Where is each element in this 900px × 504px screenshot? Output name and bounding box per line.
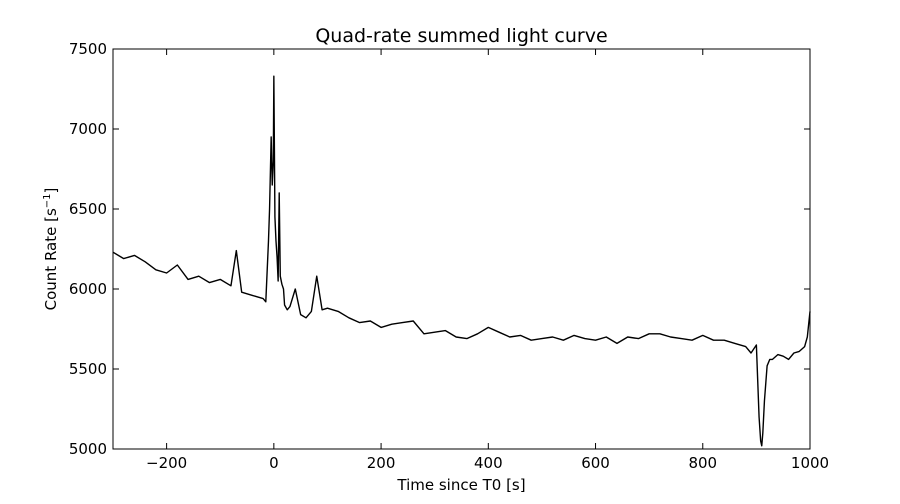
x-tick-label: 600 xyxy=(581,454,610,472)
y-tick-label: 7500 xyxy=(69,40,107,58)
x-tick-label: 200 xyxy=(367,454,396,472)
y-tick-label: 6500 xyxy=(69,200,107,218)
series-layer xyxy=(112,75,811,447)
y-tick-label: 5000 xyxy=(69,440,107,458)
chart-title: Quad-rate summed light curve xyxy=(315,25,607,47)
y-axis-label-end: ] xyxy=(42,188,60,194)
x-tick-label: 1000 xyxy=(791,454,829,472)
y-tick-label: 5500 xyxy=(69,360,107,378)
y-tick-label: 7000 xyxy=(69,120,107,138)
x-tick-label: 800 xyxy=(688,454,717,472)
y-axis-label-superscript: −1 xyxy=(42,193,53,208)
y-tick-label: 6000 xyxy=(69,280,107,298)
x-axis-label: Time since T0 [s] xyxy=(396,476,525,494)
series-line-0 xyxy=(112,75,811,447)
plot-frame xyxy=(112,48,811,450)
x-tick-label: −200 xyxy=(146,454,187,472)
x-tick-label: 400 xyxy=(474,454,503,472)
y-axis-label-main: Count Rate [s xyxy=(42,208,60,310)
tick-layer: −200 0 200 400 600 800 1000 5000 5500 6000 6500 700… xyxy=(69,40,829,472)
x-tick-label: 0 xyxy=(269,454,279,472)
y-axis-label: Count Rate [s−1] xyxy=(42,188,60,311)
